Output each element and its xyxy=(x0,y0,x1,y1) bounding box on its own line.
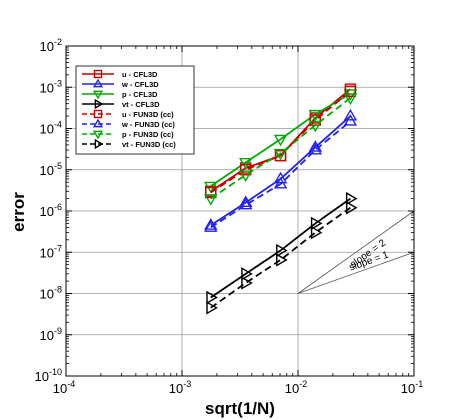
slope-1-line xyxy=(297,251,415,294)
data-point xyxy=(343,93,358,106)
data-point xyxy=(344,85,357,97)
series-w-fun3d-cc- xyxy=(204,114,358,232)
data-point xyxy=(308,120,323,133)
series-line xyxy=(210,115,352,227)
x-axis-label: sqrt(1/N) xyxy=(205,399,275,418)
x-tick-label: 10-3 xyxy=(169,379,191,396)
legend-marker xyxy=(93,109,103,119)
legend-label: u - CFL3D xyxy=(122,70,158,79)
legend-marker xyxy=(92,118,104,128)
legend-label: w - CFL3D xyxy=(121,80,159,89)
data-point xyxy=(241,276,253,290)
legend-label: vt - FUN3D (cc) xyxy=(122,140,176,149)
y-tick-label: 10-10 xyxy=(35,367,62,384)
data-point xyxy=(273,134,288,147)
series-line xyxy=(210,92,351,187)
slope-2-line xyxy=(297,210,415,294)
data-point xyxy=(273,171,288,184)
data-point xyxy=(238,197,253,210)
data-point xyxy=(308,142,323,155)
legend-label: vt - CFL3D xyxy=(122,100,160,109)
legend-marker xyxy=(94,138,104,150)
data-point xyxy=(206,290,218,305)
y-tick-label: 10-9 xyxy=(40,326,62,343)
legend-marker xyxy=(92,130,104,140)
tick-layer: 10-4 10-3 10-2 10-1 10-10 10-9 10-8 10-7 10-6 10-… xyxy=(35,37,424,396)
y-tick-label: 10-6 xyxy=(40,202,62,219)
data-point xyxy=(273,148,288,161)
y-tick-label: 10-2 xyxy=(40,37,62,54)
y-tick-label: 10-4 xyxy=(40,120,62,137)
data-point xyxy=(345,201,358,215)
y-tick-label: 10-5 xyxy=(40,161,62,178)
series-layer xyxy=(204,83,358,315)
data-point xyxy=(204,194,218,206)
data-point xyxy=(241,267,253,281)
data-point xyxy=(238,170,253,183)
series-p-cfl3d xyxy=(204,89,358,194)
series-line xyxy=(210,206,351,309)
data-point xyxy=(204,220,218,232)
data-point xyxy=(238,195,253,208)
legend-label: p - CFL3D xyxy=(122,90,158,99)
legend-label: w - FUN3D (cc) xyxy=(121,120,175,129)
data-point xyxy=(345,191,358,206)
data-point xyxy=(239,164,252,176)
y-axis-label: error xyxy=(9,192,28,232)
series-line xyxy=(210,120,351,229)
y-tick-label: 10-3 xyxy=(40,78,62,95)
series-line xyxy=(210,197,351,299)
x-tick-label: 10-2 xyxy=(285,379,307,396)
series-p-fun3d-cc- xyxy=(204,93,358,206)
data-point xyxy=(276,243,288,258)
data-point xyxy=(310,216,323,231)
legend-marker xyxy=(92,78,104,88)
data-point xyxy=(343,114,358,126)
data-point xyxy=(206,301,218,315)
data-point xyxy=(238,158,253,170)
x-tick-label: 10-1 xyxy=(401,379,423,396)
y-tick-label: 10-7 xyxy=(40,243,62,260)
x-tick-label: 10-4 xyxy=(53,379,75,396)
data-point xyxy=(308,140,323,152)
data-point xyxy=(273,176,288,189)
data-point xyxy=(276,253,288,267)
series-vt-fun3d-cc- xyxy=(206,201,358,315)
grid-layer xyxy=(66,46,414,376)
legend-marker xyxy=(92,90,104,100)
legend-marker xyxy=(94,98,104,110)
series-vt-cfl3d xyxy=(206,191,358,305)
legend-label: u - FUN3D (cc) xyxy=(122,110,174,119)
data-point xyxy=(343,108,358,121)
series-line xyxy=(210,90,351,194)
series-line xyxy=(210,97,351,200)
legend-label: p - FUN3D (cc) xyxy=(122,130,174,139)
data-point xyxy=(204,218,218,230)
y-tick-label: 10-8 xyxy=(40,285,62,302)
data-point xyxy=(310,225,323,240)
legend-marker xyxy=(93,69,103,79)
